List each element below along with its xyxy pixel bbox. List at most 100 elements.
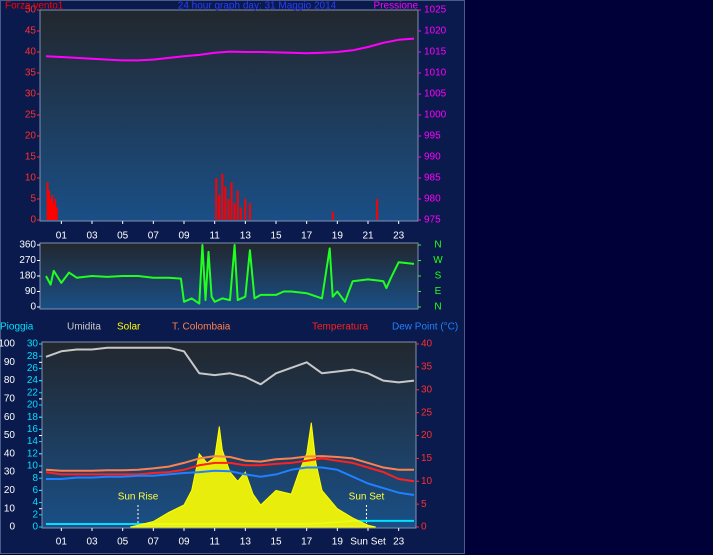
y-tick-label: 35	[421, 362, 433, 373]
y-tick-label: 10	[421, 476, 433, 487]
y-tick-label: 30	[4, 467, 16, 478]
x-tick-label: 05	[117, 537, 129, 548]
y-tick-label: 30	[25, 89, 37, 100]
legend-entry: T. Colombaia	[172, 322, 231, 333]
y-tick-label: 1015	[424, 47, 447, 58]
y-tick-label: 0	[32, 522, 38, 533]
plot-area	[39, 9, 419, 222]
x-tick-label: 07	[148, 537, 160, 548]
y-tick-label: 980	[424, 194, 441, 205]
y-tick-label: 0	[421, 522, 427, 533]
y-tick-label: 20	[4, 485, 16, 496]
x-tick-label: 11	[209, 537, 220, 548]
y-tick-label: 985	[424, 173, 441, 184]
x-tick-label: 05	[117, 231, 129, 242]
y-tick-label: W	[433, 255, 443, 266]
y-tick-label: N	[434, 302, 441, 313]
line	[45, 244, 415, 305]
x-tick-label: 03	[86, 231, 98, 242]
y-tick-label: 1020	[424, 26, 447, 37]
y-tick-label: 90	[25, 286, 37, 297]
x-tick-label: 23	[393, 231, 405, 242]
y-tick-label: 0	[30, 302, 36, 313]
y-tick-label: 1005	[424, 89, 447, 100]
x-tick-label: 01	[56, 537, 68, 548]
legend-entry: Forza vento1	[5, 1, 64, 12]
x-tick-label: 23	[393, 537, 405, 548]
x-tick-label: 03	[86, 537, 98, 548]
y-tick-label: 60	[4, 412, 16, 423]
y-tick-label: 270	[19, 255, 36, 266]
y-tick-label: 0	[30, 215, 36, 226]
x-tick-label: 11	[209, 231, 220, 242]
legend-entry: Umidita	[67, 322, 101, 333]
y-tick-label: 22	[27, 387, 39, 398]
legend-entry: Temperatura	[312, 322, 369, 333]
line	[45, 346, 415, 386]
y-tick-label: 1025	[424, 5, 447, 16]
y-tick-label: 5	[30, 194, 36, 205]
x-tick-label: Sun Set	[350, 537, 386, 548]
legend-entry: Pressione	[374, 1, 419, 12]
x-tick-label: 17	[301, 537, 313, 548]
y-tick-label: 80	[4, 375, 16, 386]
y-tick-label: 990	[424, 152, 441, 163]
x-tick-label: 01	[56, 231, 68, 242]
y-tick-label: 90	[4, 357, 16, 368]
y-tick-label: 995	[424, 131, 441, 142]
y-tick-label: 10	[27, 461, 39, 472]
y-tick-label: 26	[27, 363, 39, 374]
y-tick-label: 8	[32, 473, 38, 484]
y-tick-label: 14	[27, 436, 39, 447]
y-tick-label: 2	[32, 509, 38, 520]
y-tick-label: 50	[25, 5, 37, 16]
y-tick-label: 10	[25, 173, 37, 184]
x-tick-label: 21	[362, 231, 374, 242]
y-tick-label: 70	[4, 394, 16, 405]
y-tick-label: 1010	[424, 68, 447, 79]
legend-entry: Dew Point (°C)	[392, 322, 458, 333]
annotation: Sun Rise	[118, 492, 159, 503]
area	[130, 422, 376, 528]
y-tick-label: 15	[421, 453, 433, 464]
annotation: Sun Set	[349, 492, 385, 503]
y-tick-label: 0	[9, 522, 15, 533]
y-tick-label: 25	[25, 110, 37, 121]
y-tick-label: 30	[27, 339, 39, 350]
x-tick-label: 13	[240, 537, 252, 548]
y-tick-label: 4	[32, 497, 38, 508]
y-tick-label: 6	[32, 485, 38, 496]
y-tick-label: 50	[4, 430, 16, 441]
y-tick-label: N	[434, 240, 441, 251]
x-tick-label: 15	[270, 537, 282, 548]
legend-entry: Solar	[117, 322, 141, 333]
y-tick-label: 18	[27, 412, 39, 423]
y-tick-label: 40	[25, 47, 37, 58]
y-tick-label: 360	[19, 240, 36, 251]
y-tick-label: 5	[421, 499, 427, 510]
y-tick-label: 20	[421, 430, 433, 441]
y-tick-label: 180	[19, 271, 36, 282]
x-tick-label: 17	[301, 231, 313, 242]
y-tick-label: 20	[25, 131, 37, 142]
y-tick-label: 35	[25, 68, 37, 79]
y-tick-label: E	[435, 286, 442, 297]
y-tick-label: 40	[4, 448, 16, 459]
y-tick-label: 30	[421, 384, 433, 395]
line	[46, 466, 415, 496]
x-tick-label: 07	[148, 231, 160, 242]
y-tick-label: 10	[4, 503, 16, 514]
y-tick-label: 45	[25, 26, 37, 37]
y-tick-label: 100	[0, 339, 15, 350]
legend-entry: Pioggia	[0, 322, 34, 333]
y-tick-label: 25	[421, 407, 433, 418]
line	[45, 37, 415, 62]
y-tick-label: 40	[421, 339, 433, 350]
line	[45, 455, 414, 472]
x-tick-label: 19	[332, 537, 344, 548]
y-tick-label: 15	[25, 152, 37, 163]
y-tick-label: 16	[27, 424, 39, 435]
y-tick-label: 12	[27, 448, 39, 459]
chart-title: 24 hour graph day: 31 Maggio 2014	[178, 1, 337, 12]
